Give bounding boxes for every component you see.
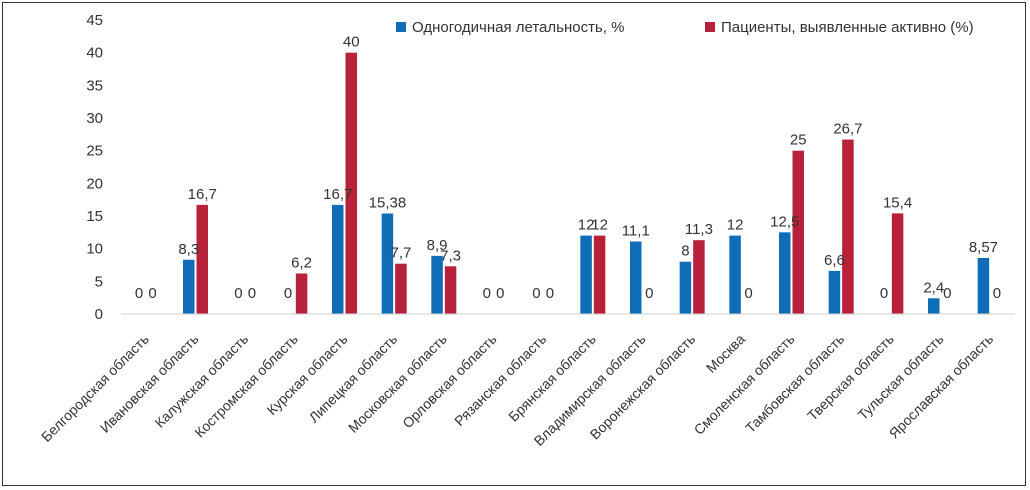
bar-series-1 <box>729 235 741 314</box>
bar-series-2 <box>444 266 457 314</box>
data-label-series-2: 25 <box>790 132 807 149</box>
data-label-series-2: 0 <box>943 285 951 302</box>
y-tick-label: 45 <box>86 12 103 29</box>
bar-series-1 <box>828 270 841 314</box>
data-label-series-1: 0 <box>532 285 540 302</box>
data-label-series-2: 12 <box>591 217 608 234</box>
bar-series-2 <box>295 273 308 314</box>
y-tick-label: 25 <box>86 143 103 160</box>
x-tick-label: Тверская область <box>804 331 897 424</box>
x-tick-label: Брянская область <box>505 331 599 425</box>
data-label-series-1: 0 <box>284 285 292 302</box>
legend-swatch-series-2 <box>705 22 715 32</box>
bar-series-2 <box>693 240 705 314</box>
data-label-series-1: 8 <box>681 243 689 260</box>
data-label-series-1: 0 <box>234 285 242 302</box>
y-axis: 0 5 10 15 20 25 30 35 40 45 <box>86 12 103 323</box>
bar-series-1 <box>977 258 990 314</box>
y-tick-label: 40 <box>86 45 103 62</box>
x-tick-label: Московская область <box>345 331 450 436</box>
data-label-series-1: 2,4 <box>923 279 944 296</box>
data-label-series-2: 0 <box>645 285 653 302</box>
data-label-series-2: 16,7 <box>188 186 217 203</box>
data-label-series-1: 11,1 <box>622 222 650 239</box>
x-tick-label: Орловская область <box>399 331 499 431</box>
x-tick-label: Липецкая область <box>306 331 401 426</box>
bar-marks <box>183 52 990 315</box>
legend-label-series-1: Одногодичная летальность, % <box>412 19 624 36</box>
legend: Одногодичная летальность, % Пациенты, выя… <box>396 19 974 36</box>
data-label-series-2: 7,3 <box>440 247 461 264</box>
data-label-series-1: 12,5 <box>770 213 799 230</box>
data-label-series-1: 8,3 <box>178 241 199 258</box>
data-label-series-2: 7,7 <box>390 245 411 262</box>
bar-series-2 <box>196 204 208 314</box>
data-label-series-2: 0 <box>546 285 554 302</box>
bar-series-1 <box>381 213 394 314</box>
x-tick-label: Тульская область <box>854 331 946 423</box>
data-label-series-2: 0 <box>993 285 1001 302</box>
bar-series-2 <box>395 263 407 314</box>
bar-series-1 <box>431 255 443 314</box>
bar-series-1 <box>332 204 344 314</box>
data-label-series-1: 16,7 <box>323 186 352 203</box>
data-label-series-1: 15,38 <box>369 195 407 212</box>
y-tick-label: 0 <box>95 306 103 323</box>
bar-series-1 <box>183 259 195 314</box>
data-label-series-2: 26,7 <box>833 121 862 138</box>
bar-series-1 <box>580 235 592 314</box>
data-label-series-2: 40 <box>343 34 360 51</box>
y-tick-label: 20 <box>86 175 103 192</box>
bar-series-2 <box>345 52 357 315</box>
y-tick-label: 5 <box>95 273 103 290</box>
data-label-series-1: 8,57 <box>969 239 998 256</box>
data-label-series-2: 0 <box>248 285 256 302</box>
bar-series-2 <box>891 213 904 314</box>
x-tick-label: Рязанская область <box>451 331 549 429</box>
y-tick-label: 35 <box>86 77 103 94</box>
x-tick-label: Калужская область <box>151 331 251 431</box>
data-label-series-2: 6,2 <box>291 254 312 271</box>
bar-series-1 <box>928 298 940 314</box>
y-tick-label: 30 <box>86 110 103 127</box>
bar-series-1 <box>630 241 642 314</box>
data-label-series-1: 0 <box>880 285 888 302</box>
bar-series-2 <box>842 139 854 314</box>
bar-series-1 <box>779 232 791 314</box>
data-label-series-1: 0 <box>135 285 143 302</box>
bar-series-2 <box>593 235 606 314</box>
y-tick-label: 10 <box>86 241 103 258</box>
data-label-series-1: 12 <box>578 217 595 234</box>
data-label-series-2: 0 <box>744 285 752 302</box>
x-tick-label: Ивановская область <box>97 331 202 436</box>
data-label-series-2: 11,3 <box>685 221 713 238</box>
data-label-series-1: 12 <box>727 217 744 234</box>
bar-series-2 <box>792 150 804 314</box>
x-tick-label: Тамбовская область <box>742 331 847 436</box>
legend-label-series-2: Пациенты, выявленные активно (%) <box>721 19 974 36</box>
y-tick-label: 15 <box>86 208 103 225</box>
data-label-series-2: 15,4 <box>883 194 912 211</box>
data-label-series-2: 0 <box>148 285 156 302</box>
data-label-series-1: 0 <box>483 285 491 302</box>
data-label-series-1: 8,9 <box>427 237 448 254</box>
legend-swatch-series-1 <box>396 22 406 32</box>
data-label-series-2: 0 <box>496 285 504 302</box>
data-label-series-1: 6,6 <box>824 252 845 269</box>
bar-series-1 <box>679 261 692 314</box>
x-tick-label: Москва <box>703 331 748 376</box>
